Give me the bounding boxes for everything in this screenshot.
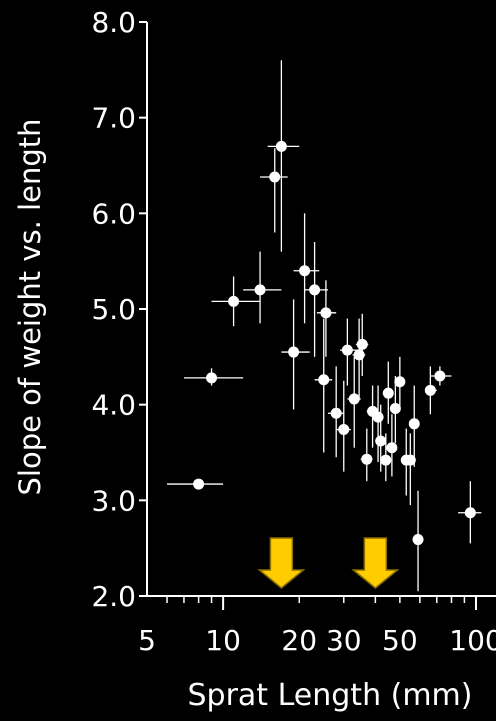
data-point xyxy=(288,346,300,358)
data-point xyxy=(408,418,420,430)
x-tick-label: 5 xyxy=(138,624,156,657)
y-tick-label: 2.0 xyxy=(91,580,136,613)
y-tick-label: 3.0 xyxy=(91,484,136,517)
error-bars xyxy=(167,60,482,592)
data-point xyxy=(338,424,350,436)
data-point xyxy=(361,453,373,465)
data-point xyxy=(330,407,342,419)
y-tick-label: 4.0 xyxy=(91,389,136,422)
data-point xyxy=(412,534,424,546)
arrows xyxy=(257,537,400,589)
x-tick-label: 20 xyxy=(281,624,317,657)
data-point xyxy=(341,344,353,356)
x-tick-label: 100 xyxy=(449,624,496,657)
down-arrow-icon xyxy=(257,537,306,589)
data-point xyxy=(424,384,436,396)
y-tick-label: 8.0 xyxy=(91,6,136,39)
data-point xyxy=(386,442,398,454)
data-point xyxy=(228,295,240,307)
y-tick-label: 5.0 xyxy=(91,293,136,326)
data-point xyxy=(348,393,360,405)
y-tick-label: 6.0 xyxy=(91,197,136,230)
axes: 2.0 3.0 4.0 5.0 6.0 7.0 8.0 5 10 20 30 50 100 xyxy=(91,6,496,657)
data-point xyxy=(318,374,330,386)
data-point xyxy=(394,376,406,388)
data-point xyxy=(254,284,266,296)
y-tick-label: 7.0 xyxy=(91,102,136,135)
down-arrow-icon xyxy=(351,537,400,589)
data-point xyxy=(464,507,476,519)
data-point xyxy=(299,265,311,277)
x-tick-label: 50 xyxy=(382,624,418,657)
data-points xyxy=(193,140,476,546)
data-point xyxy=(375,435,387,447)
data-point xyxy=(193,478,205,490)
data-point xyxy=(389,402,401,414)
data-point xyxy=(404,454,416,466)
data-point xyxy=(269,171,281,183)
data-point xyxy=(320,307,332,319)
data-point xyxy=(353,349,365,361)
data-point xyxy=(275,140,287,152)
data-point xyxy=(206,372,218,384)
data-point xyxy=(434,370,446,382)
data-point xyxy=(356,338,368,350)
data-point xyxy=(372,411,384,423)
x-tick-label: 10 xyxy=(205,624,241,657)
x-tick-label: 30 xyxy=(326,624,362,657)
y-axis-label: Slope of weight vs. length xyxy=(13,119,47,496)
data-point xyxy=(309,284,321,296)
x-axis-label: Sprat Length (mm) xyxy=(188,678,473,713)
data-point xyxy=(382,387,394,399)
data-point xyxy=(380,454,392,466)
